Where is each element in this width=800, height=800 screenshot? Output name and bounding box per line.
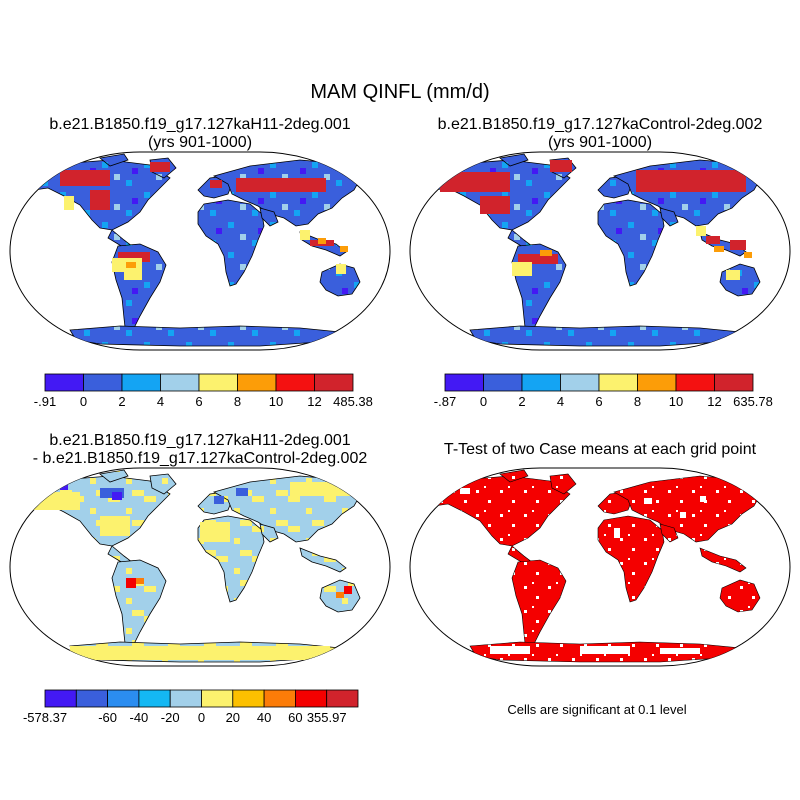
colorbar-tick-label: -.87 bbox=[434, 394, 456, 409]
colorbar-tick-label: 2 bbox=[518, 394, 525, 409]
colorbar-tick-label: 6 bbox=[195, 394, 202, 409]
colorbar-swatch bbox=[294, 689, 328, 708]
colorbar-tick-label: 8 bbox=[234, 394, 241, 409]
colorbar-swatch bbox=[675, 373, 715, 392]
colorbar-swatch bbox=[275, 373, 315, 392]
colorbar-tick-label: 20 bbox=[226, 710, 240, 725]
colorbar-swatch bbox=[44, 373, 84, 392]
colorbar-swatch bbox=[169, 689, 202, 708]
panel-title-line: T-Test of two Case means at each grid po… bbox=[444, 441, 757, 458]
colorbar-swatch bbox=[314, 373, 354, 392]
colorbar-swatch bbox=[201, 689, 234, 708]
colorbar-tick-label: 0 bbox=[80, 394, 87, 409]
figure-title: MAM QINFL (mm/d) bbox=[310, 81, 489, 103]
colorbar-swatch bbox=[44, 689, 77, 708]
panel-title-line: b.e21.B1850.f19_g17.127kaControl-2deg.00… bbox=[438, 116, 763, 133]
colorbar-tick-label: -.91 bbox=[34, 394, 56, 409]
map-panel-difference: b.e21.B1850.f19_g17.127kaH11-2deg.001 - … bbox=[9, 432, 391, 667]
land-cell-high bbox=[60, 162, 334, 262]
colorbar-swatch bbox=[232, 689, 265, 708]
colorbar-swatch bbox=[263, 689, 296, 708]
land-cell-high bbox=[440, 160, 746, 264]
colorbar-swatch bbox=[483, 373, 523, 392]
map-panel-control-case: b.e21.B1850.f19_g17.127kaControl-2deg.00… bbox=[409, 116, 791, 351]
colorbar-test-case: -.91 0 2 4 6 8 10 12 485.38 bbox=[34, 373, 373, 409]
colorbar-tick-label: 4 bbox=[557, 394, 564, 409]
colorbar-tick-label: 40 bbox=[257, 710, 271, 725]
panel-title-line: b.e21.B1850.f19_g17.127kaH11-2deg.001 bbox=[49, 432, 350, 449]
colorbar-swatch bbox=[138, 689, 171, 708]
colorbar-swatch bbox=[326, 689, 359, 708]
map-panel-test-case: b.e21.B1850.f19_g17.127kaH11-2deg.001 (y… bbox=[9, 116, 391, 351]
colorbar-swatch bbox=[714, 373, 754, 392]
colorbar-swatch bbox=[121, 373, 161, 392]
colorbar-tick-label: 8 bbox=[634, 394, 641, 409]
colorbar-tick-label: 60 bbox=[288, 710, 302, 725]
colorbar-tick-label: 355.97 bbox=[307, 710, 347, 725]
colorbar-tick-label: 10 bbox=[269, 394, 283, 409]
colorbar-tick-label: 0 bbox=[480, 394, 487, 409]
colorbar-tick-label: 0 bbox=[198, 710, 205, 725]
colorbar-swatch bbox=[198, 373, 238, 392]
colorbar-swatch bbox=[521, 373, 561, 392]
colorbar-swatch bbox=[83, 373, 123, 392]
colorbar-tick-label: 6 bbox=[595, 394, 602, 409]
colorbar-tick-label: 10 bbox=[669, 394, 683, 409]
panel-title-line: b.e21.B1850.f19_g17.127kaH11-2deg.001 bbox=[49, 116, 350, 133]
land-cell-orange bbox=[126, 238, 348, 268]
colorbar-swatch bbox=[444, 373, 484, 392]
land-cell-positive bbox=[30, 482, 350, 660]
colorbar-swatch bbox=[637, 373, 677, 392]
significance-caption: Cells are significant at 0.1 level bbox=[507, 702, 686, 717]
colorbar-control-case: -.87 0 2 4 6 8 10 12 635.78 bbox=[434, 373, 773, 409]
colorbar-tick-label: 12 bbox=[307, 394, 321, 409]
colorbar-tick-label: -578.37 bbox=[23, 710, 67, 725]
colorbar-tick-label: 635.78 bbox=[733, 394, 773, 409]
colorbar-difference: -578.37 -60 -40 -20 0 20 40 60 355.97 bbox=[23, 689, 359, 725]
colorbar-tick-label: 485.38 bbox=[333, 394, 373, 409]
colorbar-tick-label: -20 bbox=[161, 710, 180, 725]
colorbar-tick-label: -60 bbox=[98, 710, 117, 725]
land-cell-mid bbox=[64, 196, 346, 280]
colorbar-swatch bbox=[560, 373, 600, 392]
colorbar-swatch bbox=[107, 689, 140, 708]
colorbar-swatch bbox=[75, 689, 109, 708]
land-cell-negative bbox=[100, 488, 248, 504]
panel-title-line: (yrs 901-1000) bbox=[548, 134, 652, 151]
colorbar-tick-label: 12 bbox=[707, 394, 721, 409]
land-cell-negative-strong bbox=[60, 484, 122, 500]
colorbar-swatch bbox=[598, 373, 638, 392]
map-panel-significance: T-Test of two Case means at each grid po… bbox=[409, 441, 791, 667]
colorbar-swatch bbox=[237, 373, 277, 392]
colorbar-tick-label: 2 bbox=[118, 394, 125, 409]
panel-title-line: (yrs 901-1000) bbox=[148, 134, 252, 151]
colorbar-tick-label: 4 bbox=[157, 394, 164, 409]
panel-title-line: - b.e21.B1850.f19_g17.127kaControl-2deg.… bbox=[33, 450, 368, 467]
colorbar-tick-label: -40 bbox=[130, 710, 149, 725]
colorbar-swatch bbox=[160, 373, 200, 392]
